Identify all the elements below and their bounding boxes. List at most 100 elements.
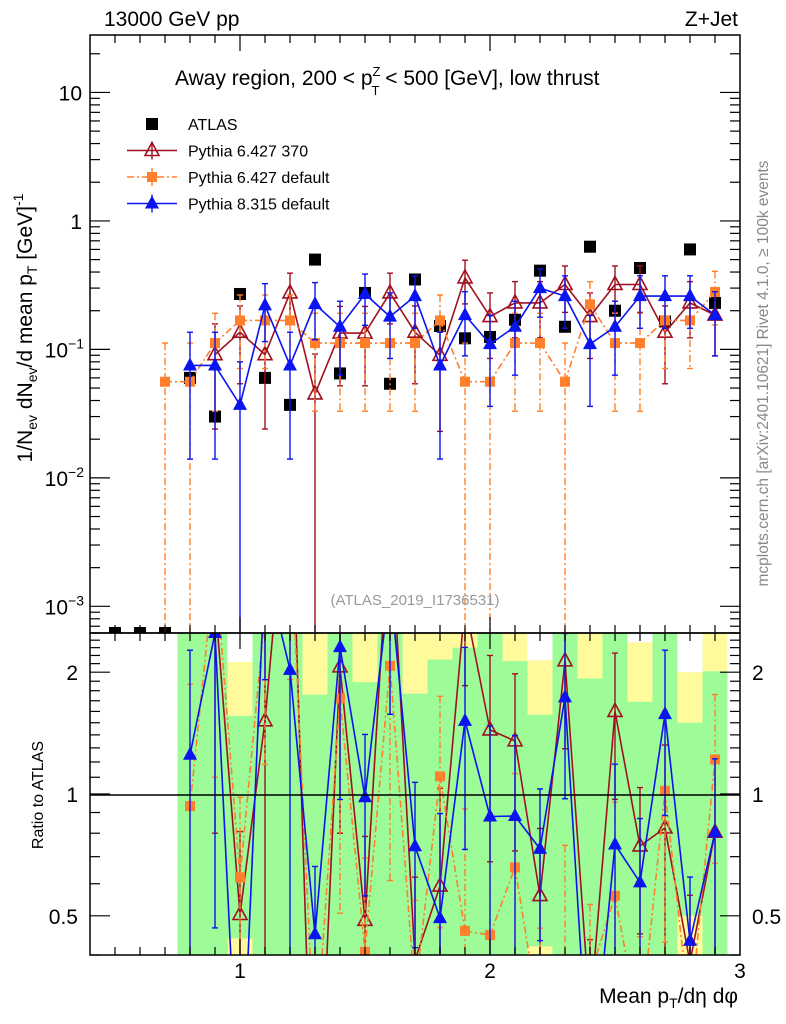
ratio-tick-label-left: 1 — [66, 784, 78, 807]
ratio-tick-label-left: 0.5 — [49, 906, 78, 929]
ratio-point-py6-default — [460, 925, 470, 936]
main-plot-marks — [109, 240, 724, 633]
data-point-py8-default — [608, 318, 622, 332]
ratio-point-py8-default — [483, 808, 497, 822]
legend-label: Pythia 6.427 default — [188, 170, 330, 187]
data-point-atlas — [309, 253, 321, 266]
legend-label: Pythia 8.315 default — [188, 197, 330, 214]
data-point-py8-default — [408, 288, 422, 302]
ratio-point-py8-default — [308, 926, 322, 940]
data-point-py8-default — [333, 318, 347, 332]
ratio-point-py6-default — [435, 771, 445, 782]
data-point-py6-default — [410, 338, 420, 349]
ratio-tick-label-right: 2 — [752, 662, 764, 685]
y-tick-label: 10−1 — [45, 335, 85, 362]
plot-title: Away region, 200 < pZ T < 500 [GeV], low … — [175, 64, 600, 98]
x-tick-label: 3 — [734, 960, 746, 983]
ratio-tick-label-right: 0.5 — [752, 906, 781, 929]
ratio-point-py8-default — [508, 807, 522, 821]
data-point-py8-default — [433, 357, 447, 371]
data-point-py8-default — [533, 280, 547, 294]
data-point-py6-370 — [231, 322, 249, 339]
legend-item-py6-default: Pythia 6.427 default — [127, 168, 330, 187]
y-axis-label: 1/Nev dNev/d mean pT [GeV]-1 — [10, 193, 40, 462]
ratio-point-py6-370 — [606, 701, 624, 718]
data-point-py8-default — [383, 308, 397, 322]
data-point-py6-default — [235, 315, 245, 326]
data-point-py6-default — [635, 338, 645, 349]
data-point-py6-default — [160, 376, 170, 387]
data-point-py8-default — [183, 357, 197, 371]
y-tick-label: 10 — [59, 82, 82, 105]
data-point-atlas — [234, 287, 246, 300]
ratio-point-py8-default — [283, 661, 297, 675]
data-point-py8-default — [308, 296, 322, 310]
data-point-py6-370 — [656, 322, 674, 339]
data-point-py6-default — [285, 315, 295, 326]
energy-label: 13000 GeV pp — [104, 8, 239, 31]
data-point-py6-default — [310, 338, 320, 349]
data-point-py8-default — [258, 297, 272, 311]
series-line-py6-default — [165, 291, 716, 383]
ratio-point-py8-default — [708, 824, 722, 838]
legend-marker-py8-default — [145, 195, 159, 209]
data-point-py8-default — [583, 336, 597, 350]
data-point-py6-default — [460, 376, 470, 387]
series-line-py6-370 — [214, 277, 716, 395]
data-point-py8-default — [483, 336, 497, 350]
legend-marker-py6-default — [147, 172, 157, 182]
ratio-point-py8-default — [608, 836, 622, 850]
ratio-point-py8-default — [433, 910, 447, 924]
data-point-py8-default — [283, 357, 297, 371]
x-tick-label: 1 — [234, 960, 246, 983]
data-point-py8-default — [458, 307, 472, 321]
ratio-tick-label-right: 1 — [752, 784, 764, 807]
x-axis-label: Mean pT/dη dφ — [599, 985, 738, 1011]
data-point-py8-default — [558, 288, 572, 302]
data-point-py8-default — [633, 288, 647, 302]
data-point-py8-default — [233, 396, 247, 410]
ratio-series-py8-default — [183, 633, 722, 955]
ratio-point-py8-default — [408, 838, 422, 852]
ratio-point-py6-default — [235, 872, 245, 883]
x-tick-label: 2 — [484, 960, 496, 983]
legend-marker-atlas — [146, 118, 158, 130]
tick-labels: 1 2 3 10−3 10−2 10−1 1 10 2 2 1 1 0.5 0.5 — [45, 82, 782, 983]
legend-item-py6-370: Pythia 6.427 370 — [127, 140, 308, 161]
rivet-version-label: Rivet 4.1.0, ≥ 100k events — [755, 160, 772, 339]
series-line-py8-default — [190, 287, 716, 406]
data-point-py6-370 — [456, 268, 474, 284]
series-py8-default — [183, 268, 722, 633]
data-point-py6-default — [435, 315, 445, 326]
mcplots-credit: mcplots.cern.ch [arXiv:2401.10621] — [755, 344, 772, 587]
y-tick-label: 10−3 — [45, 592, 85, 619]
data-point-atlas — [684, 243, 696, 256]
legend-marker-py6-370 — [143, 140, 161, 157]
ratio-point-py8-default — [533, 840, 547, 854]
axis-ticks — [90, 35, 740, 956]
data-point-py6-default — [360, 338, 370, 349]
data-point-py6-default — [585, 299, 595, 310]
analysis-watermark: (ATLAS_2019_I1736531) — [330, 592, 499, 609]
ratio-point-py8-default — [183, 746, 197, 760]
data-point-py6-default — [535, 338, 545, 349]
ratio-point-py8-default — [558, 689, 572, 703]
process-label: Z+Jet — [685, 8, 738, 31]
ratio-point-py8-default — [683, 932, 697, 946]
data-point-py8-default — [683, 288, 697, 302]
ratio-point-py8-default — [458, 712, 472, 726]
ratio-point-py8-default — [633, 874, 647, 888]
ratio-point-py8-default — [658, 706, 672, 720]
data-point-py6-default — [560, 376, 570, 387]
ratio-y-axis-label: Ratio to ATLAS — [30, 741, 47, 849]
legend-label: Pythia 6.427 370 — [188, 144, 308, 161]
data-point-py6-370 — [356, 323, 374, 339]
y-tick-label: 10−2 — [45, 464, 85, 491]
data-point-py8-default — [508, 318, 522, 332]
legend-item-atlas: ATLAS — [146, 117, 238, 134]
legend: ATLAS Pythia 6.427 370 Pythia 6.427 defaul… — [127, 117, 330, 214]
ratio-line-py8-default — [189, 633, 716, 955]
legend-label: ATLAS — [188, 117, 238, 134]
y-tick-label: 1 — [70, 211, 82, 234]
